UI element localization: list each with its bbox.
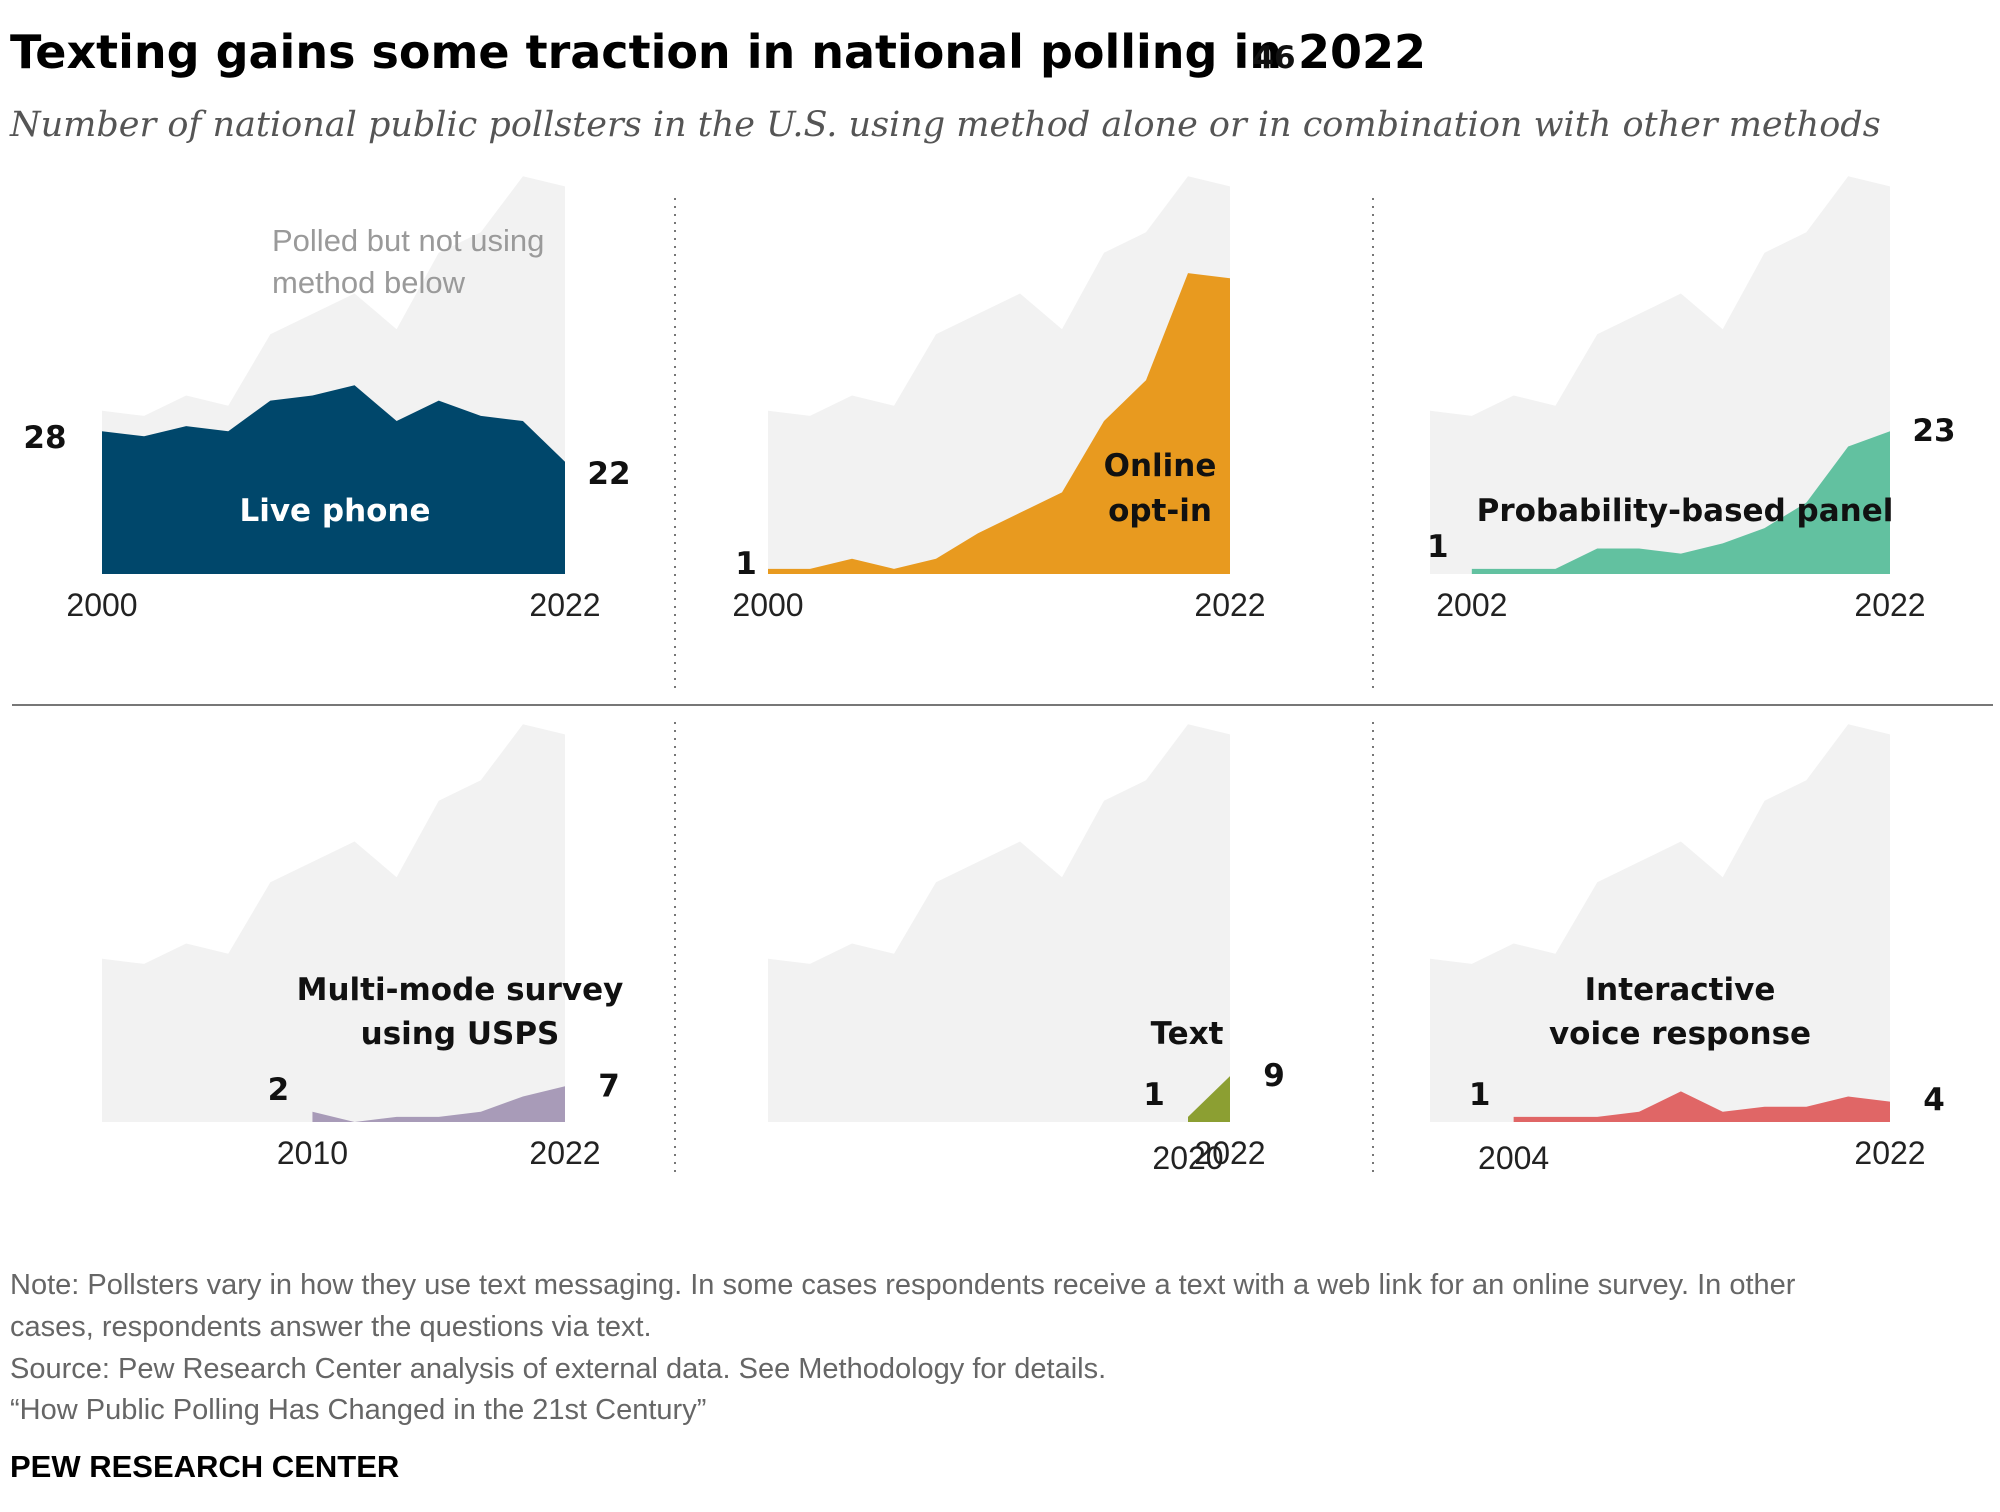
series-area bbox=[1471, 431, 1890, 574]
start-value-label: 28 bbox=[23, 420, 66, 456]
series-area bbox=[1513, 1091, 1890, 1122]
series-label: opt-in bbox=[1108, 493, 1212, 529]
series-area bbox=[1188, 1076, 1230, 1122]
panel-4: 2 7 2010 2022 Multi-mode survey using USPS bbox=[102, 724, 623, 1171]
note-line-1: Note: Pollsters vary in how they use tex… bbox=[10, 1269, 1796, 1301]
panel-3: 1 23 2002 2022 Probability-based panel bbox=[1427, 176, 1956, 623]
axis-end-year: 2022 bbox=[1194, 1135, 1265, 1171]
start-value-label: 1 bbox=[1469, 1077, 1491, 1113]
axis-end-year: 2022 bbox=[1854, 1135, 1925, 1171]
source-text: Source: Pew Research Center analysis of … bbox=[10, 1353, 1106, 1385]
start-value-label: 1 bbox=[1143, 1077, 1165, 1113]
series-area bbox=[102, 385, 565, 574]
total-area bbox=[1430, 176, 1890, 574]
start-value-label: 1 bbox=[1427, 529, 1449, 565]
axis-end-year: 2022 bbox=[1194, 587, 1265, 623]
panel-1: 28 22 2000 2022 Live phone bbox=[23, 176, 631, 623]
end-value-label: 7 bbox=[598, 1068, 620, 1104]
series-label: Probability-based panel bbox=[1477, 493, 1894, 529]
series-label: Live phone bbox=[239, 493, 430, 529]
series-area bbox=[768, 273, 1230, 574]
panel-2: 1 46 2000 2022 Online opt-in bbox=[732, 40, 1295, 623]
note-line-2: cases, respondents answer the questions … bbox=[10, 1311, 652, 1343]
axis-start-year: 2000 bbox=[66, 587, 137, 623]
total-area bbox=[1430, 724, 1890, 1122]
series-label: Online bbox=[1104, 448, 1217, 484]
series-label: Text bbox=[1151, 1016, 1224, 1052]
axis-start-year: 2004 bbox=[1478, 1140, 1549, 1176]
pew-logo-text: PEW RESEARCH CENTER bbox=[10, 1449, 399, 1484]
axis-end-year: 2022 bbox=[1854, 587, 1925, 623]
chart-title: Texting gains some traction in national … bbox=[10, 25, 1426, 79]
series-label: Interactive bbox=[1585, 972, 1776, 1008]
total-area-label: method below bbox=[272, 265, 466, 300]
panel-6: 1 4 2004 2022 Interactive voice response bbox=[1430, 724, 1945, 1176]
axis-start-year: 2020 bbox=[1152, 1140, 1223, 1176]
axis-end-year: 2022 bbox=[529, 587, 600, 623]
axis-end-year: 2022 bbox=[529, 1135, 600, 1171]
chart-subtitle: Number of national public pollsters in t… bbox=[9, 105, 1881, 145]
start-value-label: 1 bbox=[735, 546, 757, 582]
end-value-label: 9 bbox=[1263, 1058, 1285, 1094]
end-value-label: 4 bbox=[1923, 1082, 1945, 1118]
report-title: “How Public Polling Has Changed in the 2… bbox=[10, 1394, 706, 1426]
axis-start-year: 2002 bbox=[1436, 587, 1507, 623]
start-value-label: 2 bbox=[268, 1072, 290, 1108]
end-value-label: 46 bbox=[1252, 40, 1295, 76]
series-label: using USPS bbox=[361, 1016, 560, 1052]
series-area bbox=[312, 1086, 565, 1122]
total-area bbox=[102, 724, 565, 1122]
end-value-label: 22 bbox=[587, 456, 630, 492]
series-label: voice response bbox=[1549, 1016, 1811, 1052]
axis-start-year: 2000 bbox=[732, 587, 803, 623]
axis-start-year: 2010 bbox=[277, 1135, 348, 1171]
total-area bbox=[768, 724, 1230, 1122]
small-multiples: 28 22 2000 2022 Live phone 1 46 2000 2022 Online o… bbox=[23, 40, 1955, 1176]
end-value-label: 23 bbox=[1912, 413, 1955, 449]
series-label: Multi-mode survey bbox=[297, 972, 624, 1008]
total-area-label: Polled but not using bbox=[272, 223, 544, 258]
